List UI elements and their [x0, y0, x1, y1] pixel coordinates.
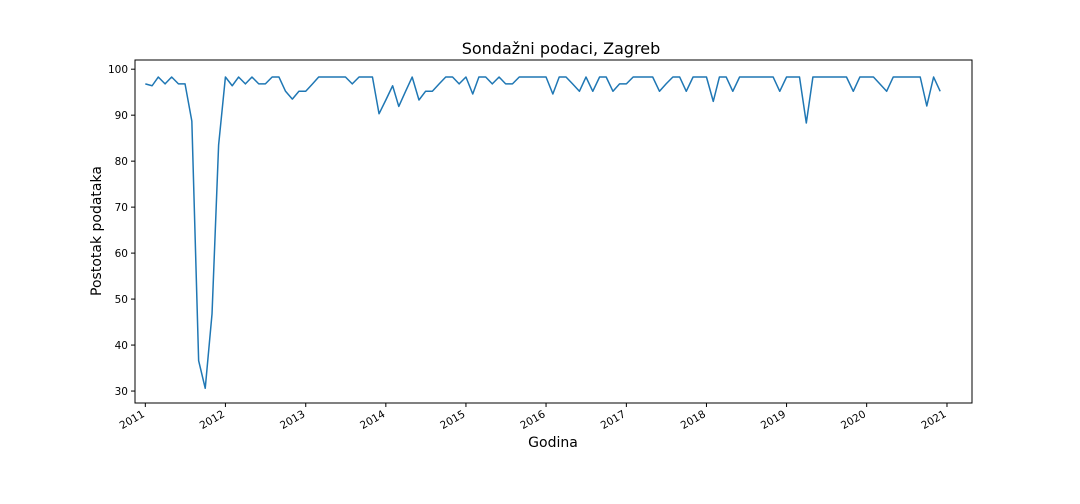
x-axis: 2011 2012 2013 2014 2015 2016 2017 2018 2019 2020… — [118, 403, 948, 432]
x-tick-label: 2016 — [518, 408, 547, 432]
x-tick-label: 2021 — [919, 408, 948, 432]
chart-title: Sondažni podaci, Zagreb — [462, 39, 661, 58]
x-tick-label: 2019 — [759, 408, 788, 432]
x-tick-label: 2015 — [438, 408, 467, 432]
x-tick-label: 2020 — [839, 408, 868, 432]
x-tick-label: 2012 — [198, 408, 227, 432]
x-tick-label: 2017 — [599, 408, 628, 432]
x-tick-label: 2011 — [118, 408, 147, 432]
y-axis-label: Postotak podataka — [89, 166, 105, 296]
y-tick-label: 60 — [115, 248, 128, 260]
series-line-0 — [145, 76, 941, 390]
y-tick-label: 100 — [108, 64, 128, 76]
y-tick-label: 90 — [115, 110, 128, 122]
y-tick-label: 30 — [115, 386, 128, 398]
x-tick-label: 2014 — [358, 408, 387, 432]
y-tick-label: 80 — [115, 156, 128, 168]
plot-frame — [134, 59, 973, 404]
x-axis-label: Godina — [528, 435, 578, 451]
x-tick-label: 2018 — [679, 408, 708, 432]
y-tick-label: 70 — [115, 202, 128, 214]
x-tick-label: 2013 — [278, 408, 307, 432]
y-axis: 30 40 50 60 70 80 90 100 — [108, 64, 135, 398]
y-tick-label: 50 — [115, 294, 128, 306]
plot-area — [145, 76, 941, 390]
y-tick-label: 40 — [115, 340, 128, 352]
